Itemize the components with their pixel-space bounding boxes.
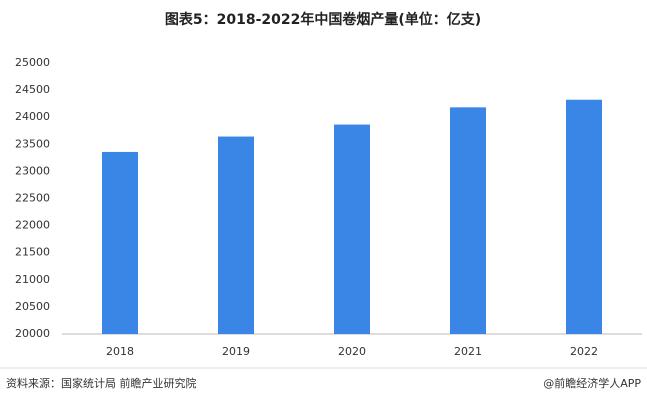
y-tick-label: 23500 (15, 137, 50, 150)
brand: @前瞻经济学人APP (543, 376, 641, 390)
y-tick-label: 20500 (15, 300, 50, 313)
y-tick-label: 24000 (15, 110, 50, 123)
bar (334, 124, 370, 334)
y-tick-label: 20000 (15, 327, 50, 340)
y-tick-label: 24500 (15, 83, 50, 96)
y-tick-label: 21000 (15, 273, 50, 286)
y-tick-label: 23000 (15, 164, 50, 177)
x-tick-label: 2018 (106, 345, 134, 358)
x-tick-label: 2022 (570, 345, 598, 358)
bar (102, 151, 138, 334)
source: 资料来源：国家统计局 前瞻产业研究院 (6, 376, 197, 390)
chart-title: 图表5：2018-2022年中国卷烟产量(单位：亿支) (165, 11, 481, 28)
x-tick-label: 2021 (454, 345, 482, 358)
y-tick-label: 22000 (15, 219, 50, 232)
y-tick-label: 21500 (15, 246, 50, 259)
y-tick-label: 22500 (15, 192, 50, 205)
x-tick-label: 2019 (222, 345, 250, 358)
bar (566, 99, 602, 335)
bar (450, 107, 486, 334)
bar (218, 136, 254, 334)
y-tick-label: 25000 (15, 56, 50, 69)
x-tick-label: 2020 (338, 345, 366, 358)
